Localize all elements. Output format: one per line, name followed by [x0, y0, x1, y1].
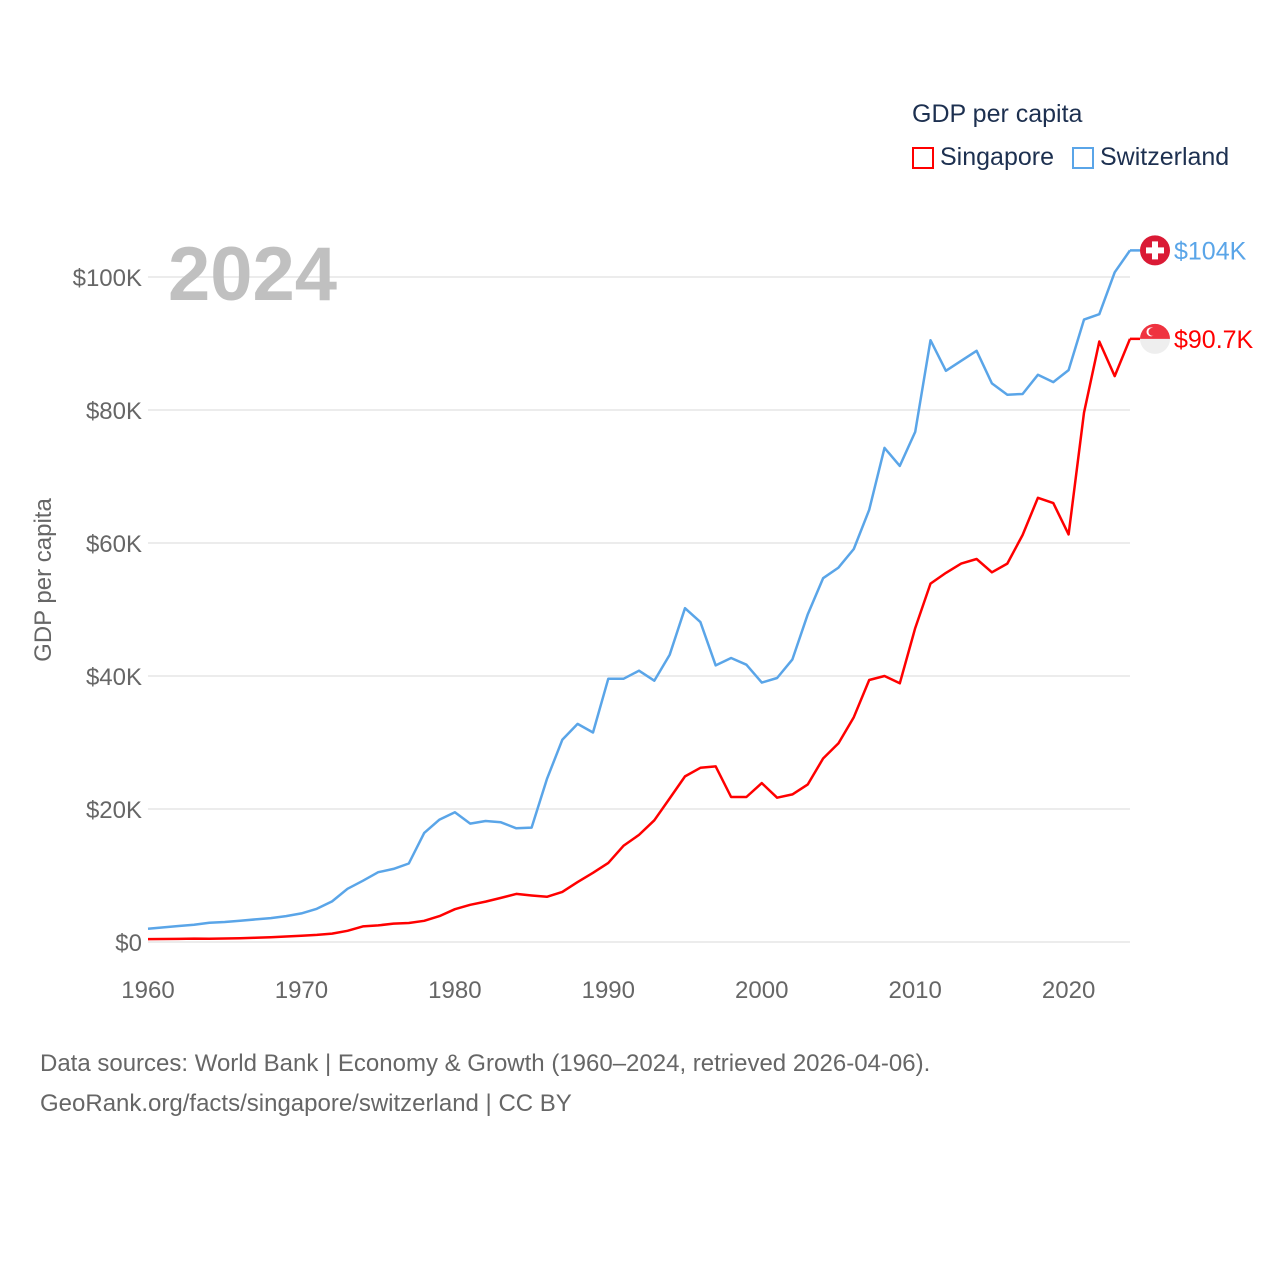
legend-swatch-singapore	[912, 146, 934, 169]
legend-label: Switzerland	[1099, 143, 1230, 171]
end-value-label: $90.7K	[1174, 326, 1254, 354]
source-line: Data sources: World Bank | Economy & Gro…	[40, 1050, 931, 1077]
legend: Singapore Switzerland	[912, 143, 1229, 172]
legend-item-singapore[interactable]: Singapore	[912, 143, 1054, 172]
legend-item-switzerland[interactable]: Switzerland	[1071, 143, 1230, 172]
x-tick-label: 1980	[428, 977, 481, 1004]
y-tick-label: $0	[115, 930, 142, 957]
y-tick-label: $40K	[86, 664, 142, 691]
legend-label: Singapore	[940, 143, 1054, 171]
y-tick-label: $80K	[86, 398, 142, 425]
x-tick-label: 2010	[888, 977, 941, 1004]
y-tick-label: $60K	[86, 531, 142, 558]
x-tick-label: 1970	[275, 977, 328, 1004]
x-tick-label: 1960	[121, 977, 174, 1004]
series-line-switzerland	[147, 249, 1132, 930]
y-axis-label: GDP per capita	[30, 498, 57, 662]
source-link[interactable]: GeoRank.org/facts/singapore/switzerland …	[40, 1090, 572, 1117]
end-value-label: $104K	[1174, 237, 1247, 265]
legend-title: GDP per capita	[912, 100, 1083, 128]
y-tick-label: $100K	[73, 265, 142, 292]
x-tick-label: 1990	[582, 977, 635, 1004]
y-tick-label: $20K	[86, 797, 142, 824]
legend-swatch-switzerland	[1071, 146, 1094, 169]
series-line-singapore	[147, 338, 1132, 941]
x-tick-label: 2000	[735, 977, 788, 1004]
x-tick-label: 2020	[1042, 977, 1095, 1004]
switzerland-flag-icon	[1140, 235, 1170, 266]
singapore-flag-icon	[1140, 323, 1170, 354]
footer-source: Data sources: World Bank | Economy & Gro…	[40, 1044, 930, 1124]
year-label: 2024	[168, 232, 337, 317]
